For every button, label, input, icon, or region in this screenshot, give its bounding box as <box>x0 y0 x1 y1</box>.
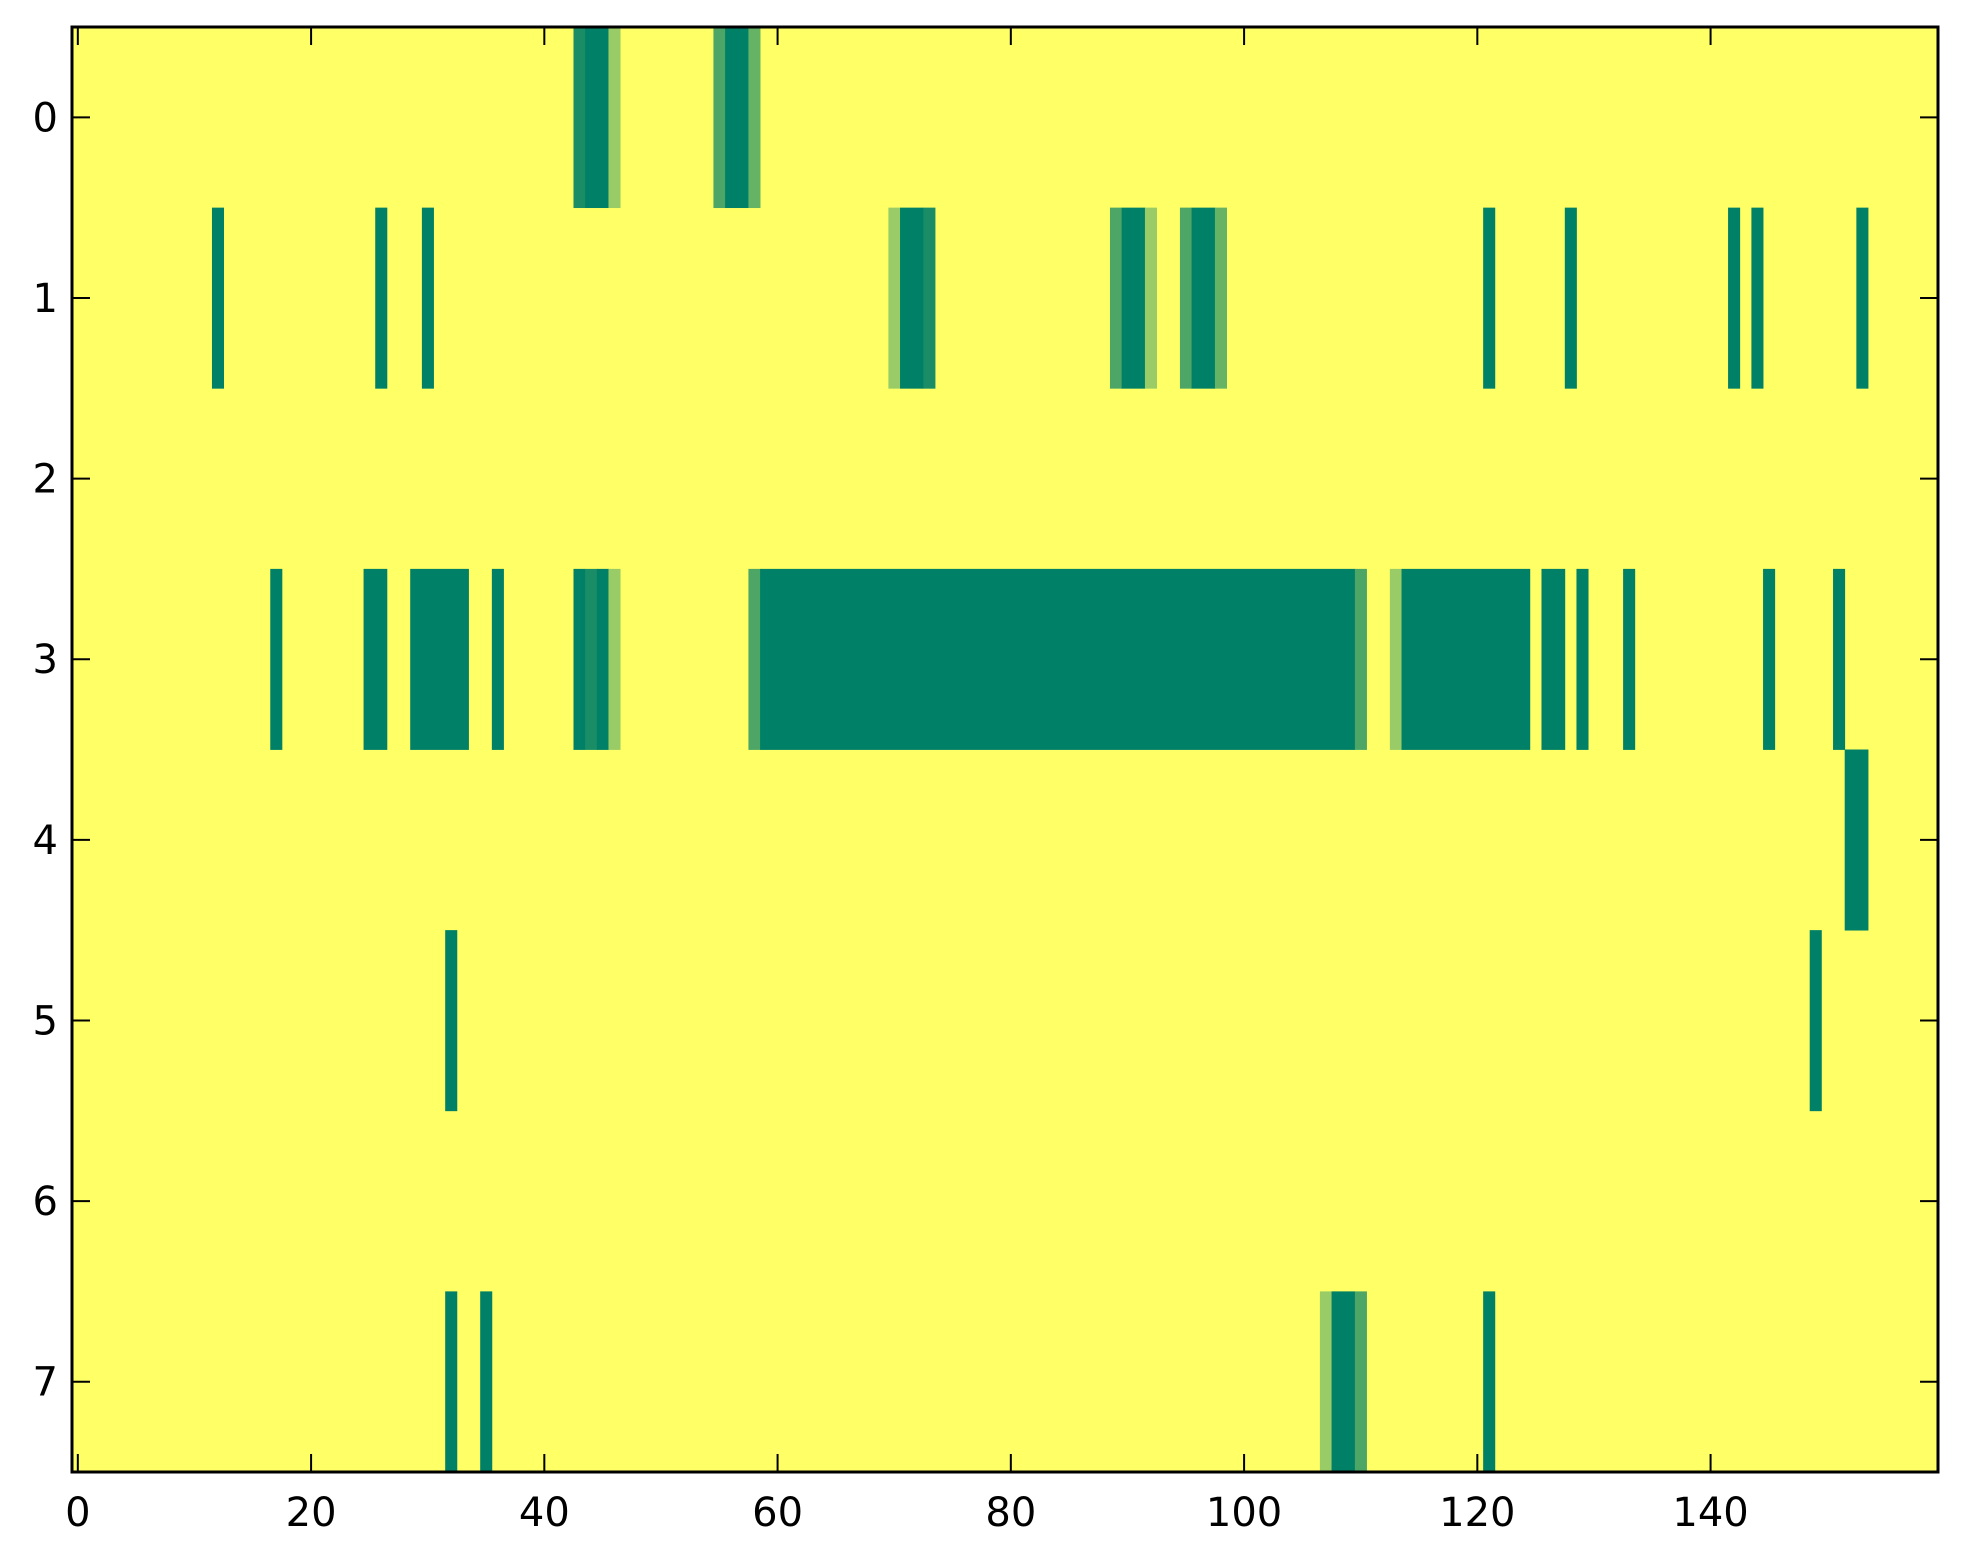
heatmap-cell <box>1623 568 1636 750</box>
heatmap-cell <box>1144 207 1158 389</box>
heatmap-cell <box>445 1291 458 1473</box>
y-tick-label: 4 <box>33 818 58 864</box>
heatmap-cell <box>760 568 1356 750</box>
heatmap-cell <box>923 207 936 389</box>
y-tick-label: 5 <box>33 998 58 1044</box>
heatmap-cell <box>1751 207 1764 389</box>
heatmap-cell <box>1401 568 1531 750</box>
x-tick-label: 120 <box>1439 1490 1515 1536</box>
heatmap-cell <box>748 568 761 750</box>
y-tick-label: 3 <box>33 637 58 683</box>
heatmap-cell <box>608 568 621 750</box>
plot-frame <box>70 25 1940 1474</box>
heatmap-cell <box>270 568 283 750</box>
heatmap-cell <box>1354 1291 1367 1473</box>
axis-ticks <box>72 27 1938 1472</box>
x-tick-label: 20 <box>286 1490 337 1536</box>
heatmap-cell <box>1319 1291 1332 1473</box>
heatmap-cell <box>608 27 621 209</box>
heatmap-cell <box>1191 207 1216 389</box>
x-tick-label: 40 <box>519 1490 570 1536</box>
heatmap-cell <box>1564 207 1577 389</box>
heatmap-cell <box>1833 568 1846 750</box>
heatmap-cell <box>596 568 609 750</box>
heatmap-cell <box>1389 568 1402 750</box>
heatmap-cell <box>1856 207 1869 389</box>
heatmap-cell <box>1109 207 1123 389</box>
heatmap-cell <box>421 207 434 389</box>
heatmap-cell <box>900 207 924 389</box>
x-axis-tick-labels: 0 20 40 60 80 100 120 140 <box>65 1490 1749 1536</box>
heatmap-cell <box>1214 207 1227 389</box>
heatmap-cell <box>1483 207 1496 389</box>
heatmap-cell <box>1179 207 1192 389</box>
heatmap-cell <box>888 207 901 389</box>
plot-area <box>72 27 1938 1473</box>
heatmap-cell <box>1331 1291 1356 1473</box>
y-tick-label: 7 <box>33 1360 58 1406</box>
heatmap-cell <box>363 568 388 750</box>
heatmap-cell <box>1576 568 1589 750</box>
heatmap-cell <box>480 1291 493 1473</box>
heatmap-cell <box>491 568 504 750</box>
heatmap-cell <box>585 568 598 750</box>
heatmap-cell <box>1728 207 1741 389</box>
heatmap-cell <box>445 930 458 1112</box>
y-tick-label: 0 <box>33 95 58 141</box>
x-tick-label: 100 <box>1206 1490 1282 1536</box>
heatmap-cells <box>211 27 1869 1473</box>
heatmap-cell <box>573 568 586 750</box>
heatmap-cell <box>725 27 749 209</box>
heatmap-cell <box>1354 568 1367 750</box>
x-tick-label: 80 <box>985 1490 1036 1536</box>
heatmap-cell <box>375 207 388 389</box>
heatmap-cell <box>1809 930 1822 1112</box>
heatmap-cell <box>211 207 225 389</box>
x-tick-label: 60 <box>752 1490 803 1536</box>
y-tick-label: 6 <box>33 1179 58 1225</box>
y-axis-tick-labels: 0 1 2 3 4 5 6 7 <box>33 95 58 1405</box>
heatmap-cell <box>1121 207 1146 389</box>
heatmap-cell <box>1541 568 1566 750</box>
heatmap-cell <box>573 27 586 209</box>
heatmap-cell <box>1844 749 1869 931</box>
x-tick-label: 0 <box>65 1490 90 1536</box>
heatmap-cell <box>1483 1291 1496 1473</box>
x-tick-label: 140 <box>1672 1490 1748 1536</box>
y-tick-label: 1 <box>33 276 58 322</box>
y-tick-label: 2 <box>33 457 58 503</box>
heatmap-cell <box>713 27 726 209</box>
heatmap-cell <box>585 27 609 209</box>
heatmap-cell <box>410 568 469 750</box>
heatmap-cell <box>1763 568 1776 750</box>
heatmap-cell <box>748 27 761 209</box>
